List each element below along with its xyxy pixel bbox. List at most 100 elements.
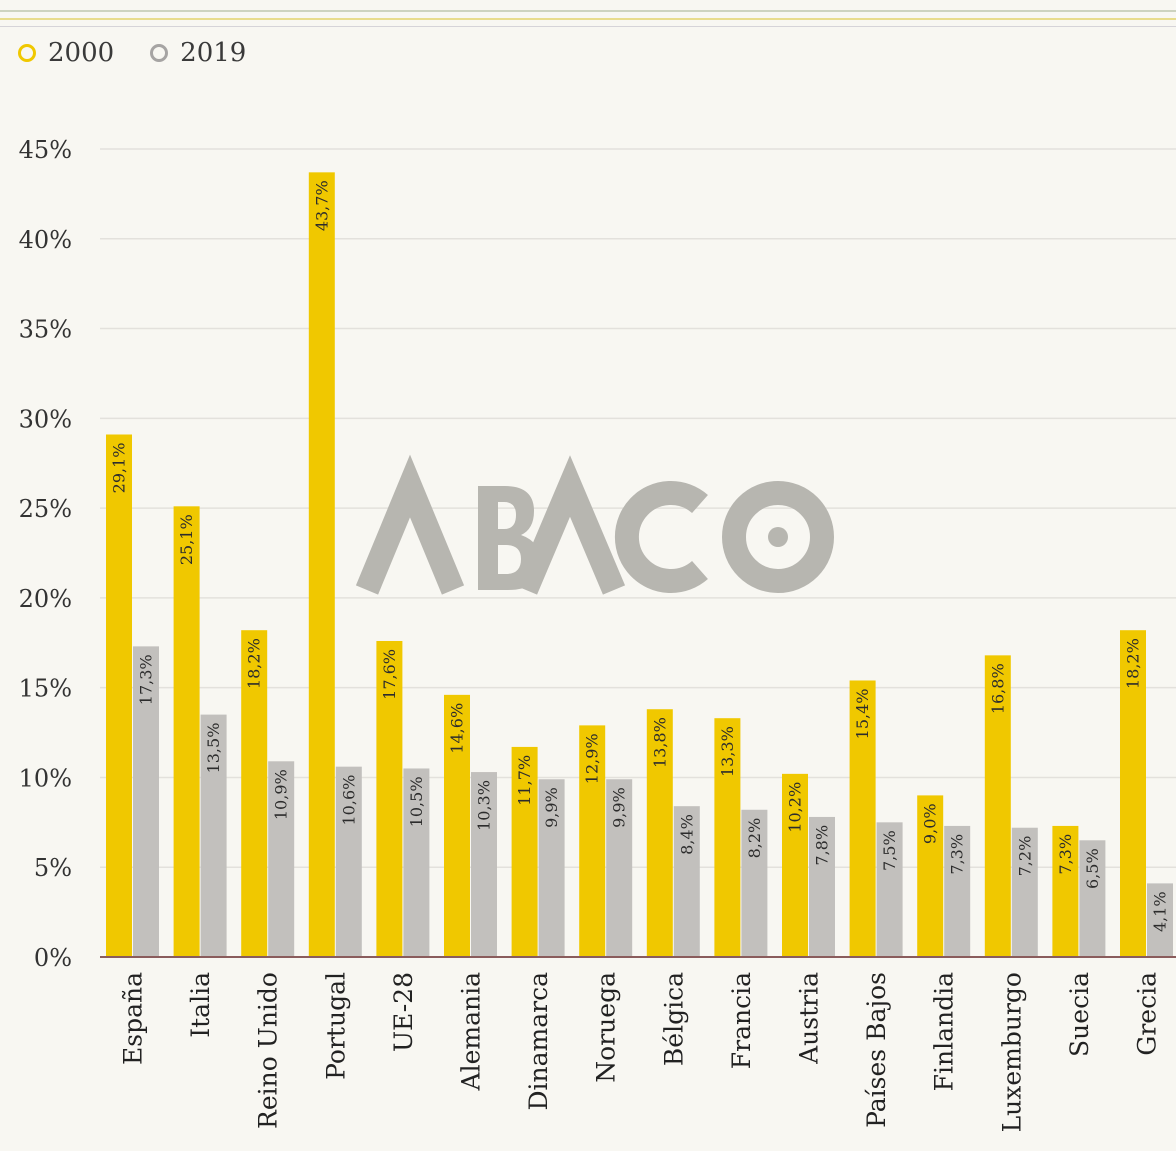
bar-value-label-2000: 7,3% bbox=[1056, 834, 1075, 875]
bar-2019[interactable] bbox=[133, 646, 159, 957]
bar-2019[interactable] bbox=[268, 761, 295, 957]
bars: 29,1% 17,3% 25,1% 13,5% 18,2% 10,9% 43,7% 10,6%… bbox=[106, 172, 1173, 957]
bar-2000[interactable] bbox=[1120, 630, 1146, 957]
x-category-label: Portugal bbox=[321, 972, 350, 1080]
bar-value-label-2019: 13,5% bbox=[204, 723, 223, 774]
bar-2019[interactable] bbox=[403, 768, 430, 957]
y-tick-label: 40% bbox=[19, 226, 72, 254]
x-category-label: Italia bbox=[186, 972, 215, 1038]
legend-item-2000[interactable]: 2000 bbox=[18, 38, 114, 68]
bar-value-label-2000: 11,7% bbox=[515, 755, 534, 806]
legend: 2000 2019 bbox=[18, 36, 282, 70]
legend-marker-2019 bbox=[150, 44, 169, 62]
bar-value-label-2000: 13,3% bbox=[718, 726, 737, 777]
x-category-label: Alemania bbox=[457, 972, 486, 1092]
bar-2000[interactable] bbox=[1052, 825, 1079, 957]
y-tick-label: 0% bbox=[34, 944, 72, 972]
bar-value-label-2000: 43,7% bbox=[312, 180, 331, 231]
bar-2000[interactable] bbox=[646, 709, 673, 957]
bar-value-label-2000: 9,0% bbox=[921, 803, 940, 844]
bar-value-label-2000: 10,2% bbox=[786, 782, 805, 833]
bar-2019[interactable] bbox=[809, 816, 835, 957]
top-rule bbox=[0, 10, 1176, 12]
x-category-label: UE-28 bbox=[389, 972, 418, 1052]
x-category-label: Austria bbox=[795, 972, 824, 1065]
bar-value-label-2000: 14,6% bbox=[448, 703, 467, 754]
bar-value-label-2000: 15,4% bbox=[853, 688, 872, 739]
bar-2019[interactable] bbox=[471, 772, 497, 957]
bar-2019[interactable] bbox=[200, 714, 227, 957]
bar-2000[interactable] bbox=[376, 640, 403, 957]
bar-2000[interactable] bbox=[579, 725, 606, 957]
bar-value-label-2019: 7,3% bbox=[948, 834, 967, 875]
y-tick-label: 45% bbox=[19, 136, 72, 164]
bar-value-label-2000: 13,8% bbox=[650, 717, 669, 768]
watermark-letter-lambda bbox=[514, 455, 626, 595]
watermark-letter-o bbox=[722, 481, 834, 593]
y-axis: 0% 5% 10% 15% 20% 25% 30% 35% 40% 45% bbox=[19, 136, 72, 972]
legend-item-2019[interactable]: 2019 bbox=[150, 38, 246, 68]
top-rule-accent bbox=[0, 18, 1176, 20]
bar-2019[interactable] bbox=[1147, 883, 1173, 957]
bar-value-label-2000: 25,1% bbox=[177, 514, 196, 565]
bar-value-label-2019: 17,3% bbox=[137, 654, 156, 705]
bar-2019[interactable] bbox=[944, 825, 971, 957]
legend-marker-2000 bbox=[18, 44, 36, 62]
watermark-letter-a bbox=[355, 454, 465, 595]
bar-value-label-2019: 7,8% bbox=[813, 825, 832, 866]
bar-2019[interactable] bbox=[673, 806, 700, 957]
legend-label-2000: 2000 bbox=[48, 38, 115, 68]
y-tick-label: 20% bbox=[19, 585, 72, 613]
bar-value-label-2019: 10,9% bbox=[272, 769, 291, 820]
y-tick-label: 5% bbox=[34, 854, 72, 882]
bar-2000[interactable] bbox=[106, 434, 132, 957]
bar-value-label-2019: 9,9% bbox=[542, 787, 561, 828]
bar-2000[interactable] bbox=[782, 773, 808, 957]
bar-2019[interactable] bbox=[876, 822, 903, 957]
watermark-letter-b bbox=[478, 486, 541, 590]
bar-value-label-2019: 10,5% bbox=[407, 776, 426, 827]
bar-value-label-2000: 18,2% bbox=[1124, 638, 1143, 689]
bar-value-label-2000: 16,8% bbox=[988, 663, 1007, 714]
watermark-logo bbox=[355, 454, 834, 595]
bar-value-label-2000: 17,6% bbox=[380, 649, 399, 700]
bar-2000[interactable] bbox=[511, 746, 538, 957]
x-category-label: Países Bajos bbox=[862, 972, 891, 1128]
bar-2000[interactable] bbox=[308, 172, 335, 957]
x-axis: España Italia Reino Unido Portugal UE-28 Alem… bbox=[100, 956, 1176, 1132]
bar-2000[interactable] bbox=[241, 630, 268, 957]
x-category-label: Grecia bbox=[1133, 972, 1162, 1056]
x-category-label: Noruega bbox=[592, 972, 621, 1083]
x-category-label: Francia bbox=[727, 972, 756, 1069]
bar-2000[interactable] bbox=[849, 680, 876, 957]
x-category-label: Reino Unido bbox=[254, 972, 283, 1129]
y-tick-label: 30% bbox=[19, 405, 72, 433]
bar-value-label-2000: 12,9% bbox=[583, 733, 602, 784]
bar-2000[interactable] bbox=[714, 718, 741, 957]
bar-value-label-2019: 10,6% bbox=[339, 775, 358, 826]
watermark-dot bbox=[768, 527, 788, 547]
x-category-label: Dinamarca bbox=[524, 972, 553, 1111]
bar-value-label-2019: 7,2% bbox=[1015, 836, 1034, 877]
watermark-letter-c bbox=[614, 481, 708, 593]
x-category-label: Bélgica bbox=[659, 972, 688, 1066]
legend-label-2019: 2019 bbox=[180, 38, 247, 68]
bar-value-label-2019: 6,5% bbox=[1083, 848, 1102, 889]
x-category-label: Luxemburgo bbox=[997, 972, 1026, 1132]
y-tick-label: 15% bbox=[19, 675, 72, 703]
bar-2019[interactable] bbox=[741, 809, 768, 957]
bar-2019[interactable] bbox=[1011, 827, 1038, 957]
bar-2000[interactable] bbox=[984, 655, 1011, 957]
bar-value-label-2000: 29,1% bbox=[110, 442, 129, 493]
bar-value-label-2019: 7,5% bbox=[880, 830, 899, 871]
bar-value-label-2000: 18,2% bbox=[245, 638, 264, 689]
bar-2019[interactable] bbox=[538, 779, 565, 957]
bar-2019[interactable] bbox=[606, 779, 633, 957]
bar-2000[interactable] bbox=[444, 694, 470, 957]
bar-2019[interactable] bbox=[1079, 840, 1106, 957]
bar-2000[interactable] bbox=[173, 506, 200, 957]
bar-2000[interactable] bbox=[917, 795, 944, 957]
bar-2019[interactable] bbox=[335, 766, 362, 957]
x-category-label: Finlandia bbox=[930, 972, 959, 1091]
